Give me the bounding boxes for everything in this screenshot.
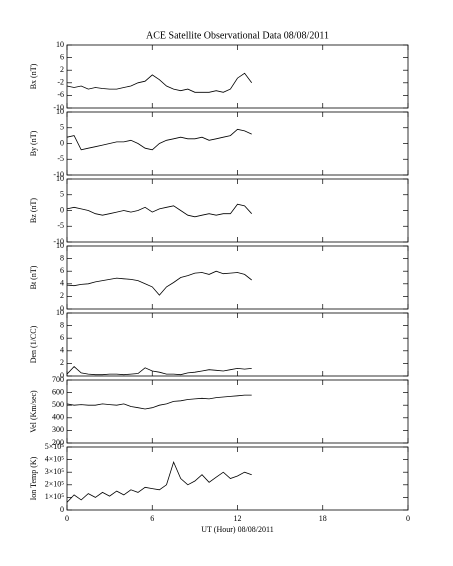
y-tick-label: 10 — [56, 241, 64, 250]
data-line — [66, 394, 252, 410]
chart-title: ACE Satellite Observational Data 08/08/2… — [146, 30, 329, 41]
y-axis-label: Bt (nT) — [29, 265, 38, 289]
data-line — [66, 270, 252, 296]
y-tick-label: 600 — [52, 387, 64, 396]
y-tick-label: -5 — [57, 154, 64, 163]
y-tick-label: 6 — [60, 52, 64, 61]
data-line — [66, 460, 252, 503]
y-tick-label: 8 — [60, 320, 64, 329]
panel-frame — [66, 245, 409, 310]
y-axis-label: Bz (nT) — [29, 198, 38, 223]
y-tick-label: 0 — [60, 505, 64, 514]
y-tick-label: 0 — [60, 138, 64, 147]
panel-frame — [66, 44, 409, 109]
y-axis-label: Ion Temp (K) — [29, 456, 38, 500]
y-tick-label: -5 — [57, 221, 64, 230]
x-tick-label: 0 — [406, 514, 410, 523]
y-tick-label: 0 — [60, 205, 64, 214]
data-line — [66, 366, 252, 376]
y-tick-label: 6 — [60, 266, 64, 275]
y-tick-label: 200 — [52, 438, 64, 447]
y-tick-label: 2 — [60, 65, 64, 74]
x-tick-label: 18 — [319, 514, 327, 523]
y-tick-label: 6 — [60, 333, 64, 342]
y-axis-label: By (nT) — [29, 130, 38, 156]
y-tick-label: 0 — [60, 371, 64, 380]
y-tick-label: -10 — [53, 237, 64, 246]
panel-frame — [66, 111, 409, 176]
y-tick-label: 5×10⁵ — [45, 442, 65, 451]
panel-frame — [66, 379, 409, 444]
y-tick-label: -6 — [57, 90, 64, 99]
y-tick-label: 4 — [60, 279, 64, 288]
y-tick-label: 2 — [60, 291, 64, 300]
y-tick-label: 4×10⁵ — [45, 454, 65, 463]
y-axis-label: Bx (nT) — [29, 63, 38, 89]
y-tick-label: 10 — [56, 107, 64, 116]
data-line — [66, 128, 252, 151]
y-tick-label: 4 — [60, 346, 64, 355]
data-line — [66, 72, 253, 93]
data-line — [66, 203, 252, 218]
panel-frame — [66, 178, 409, 243]
y-tick-label: 5 — [60, 190, 64, 199]
y-tick-label: -2 — [57, 78, 64, 87]
y-tick-label: 500 — [52, 400, 64, 409]
x-tick-label: 0 — [65, 514, 69, 523]
y-axis-label: Vel (Km/sec) — [29, 390, 38, 433]
x-tick-label: 6 — [150, 514, 154, 523]
y-tick-label: 10 — [56, 40, 64, 49]
panel-frame — [66, 312, 409, 377]
panel-frame — [66, 446, 409, 511]
y-tick-label: 0 — [60, 304, 64, 313]
y-tick-label: 700 — [52, 375, 64, 384]
y-tick-label: 400 — [52, 413, 64, 422]
y-tick-label: 3×10⁵ — [45, 467, 65, 476]
y-tick-label: 10 — [56, 308, 64, 317]
y-tick-label: 2 — [60, 358, 64, 367]
x-axis-label: UT (Hour) 08/08/2011 — [201, 525, 273, 534]
y-tick-label: -10 — [53, 103, 64, 112]
y-tick-label: 8 — [60, 253, 64, 262]
y-tick-label: 300 — [52, 425, 64, 434]
y-tick-label: -10 — [53, 170, 64, 179]
y-axis-label: Den (1/CC) — [29, 325, 38, 363]
y-tick-label: 5 — [60, 123, 64, 132]
y-tick-label: 1×10⁵ — [45, 492, 65, 501]
y-tick-label: 2×10⁵ — [45, 480, 65, 489]
y-tick-label: 10 — [56, 174, 64, 183]
x-tick-label: 12 — [234, 514, 242, 523]
